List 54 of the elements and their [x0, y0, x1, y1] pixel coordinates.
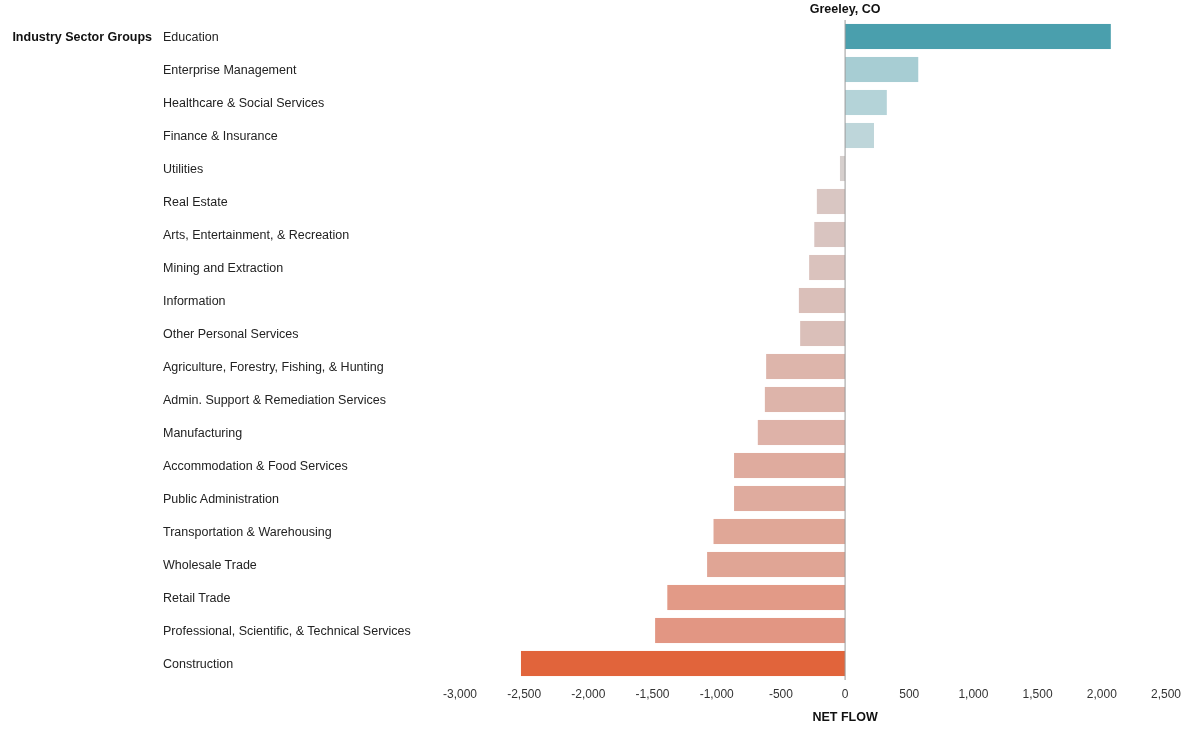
x-tick-label: -3,000 — [442, 687, 478, 701]
x-tick-label: -2,500 — [507, 687, 542, 701]
y-tick-label: Accommodation & Food Services — [163, 458, 348, 473]
bar — [816, 188, 846, 215]
y-tick-label: Manufacturing — [163, 425, 243, 440]
bar — [766, 353, 846, 380]
bar — [845, 89, 887, 116]
x-tick-label: 2,500 — [1150, 687, 1182, 701]
y-tick-label: Other Personal Services — [163, 326, 299, 341]
bar — [845, 122, 874, 149]
x-tick-label: 500 — [899, 687, 920, 701]
x-tick-label: -2,000 — [571, 687, 606, 701]
y-tick-label: Arts, Entertainment, & Recreation — [163, 227, 350, 242]
bar — [757, 419, 846, 446]
y-tick-label: Real Estate — [163, 194, 228, 209]
y-tick-label: Wholesale Trade — [163, 557, 257, 572]
y-axis-title: Industry Sector Groups — [12, 29, 153, 44]
y-tick-label: Education — [163, 29, 219, 44]
bar — [845, 56, 919, 83]
y-tick-label: Construction — [163, 656, 234, 671]
bar — [707, 551, 846, 578]
x-tick-label: -1,500 — [635, 687, 670, 701]
x-tick-label: -500 — [768, 687, 794, 701]
bar — [734, 485, 846, 512]
y-tick-label: Retail Trade — [163, 590, 231, 605]
bar — [845, 23, 1111, 50]
bar — [764, 386, 846, 413]
y-tick-label: Transportation & Warehousing — [163, 524, 332, 539]
x-tick-label: 0 — [841, 687, 849, 701]
y-tick-label: Mining and Extraction — [163, 260, 284, 275]
bar — [798, 287, 846, 314]
bar — [809, 254, 846, 281]
bar — [655, 617, 846, 644]
bar — [713, 518, 846, 545]
y-tick-label: Healthcare & Social Services — [163, 95, 325, 110]
x-tick-label: 1,500 — [1022, 687, 1053, 701]
bar — [520, 650, 846, 677]
bar — [667, 584, 846, 611]
y-tick-label: Admin. Support & Remediation Services — [163, 392, 387, 407]
chart-title: Greeley, CO — [809, 2, 881, 16]
y-tick-label: Utilities — [163, 161, 204, 176]
y-tick-label: Professional, Scientific, & Technical Services — [163, 623, 411, 638]
x-tick-label: 1,000 — [958, 687, 989, 701]
bar — [814, 221, 846, 248]
bar — [734, 452, 846, 479]
y-tick-label: Enterprise Management — [163, 62, 297, 77]
y-tick-label: Agriculture, Forestry, Fishing, & Hunting — [163, 359, 384, 374]
bar — [800, 320, 846, 347]
y-tick-label: Public Administration — [163, 491, 280, 506]
x-tick-label: 2,000 — [1086, 687, 1118, 701]
x-tick-label: -1,000 — [699, 687, 735, 701]
x-axis-title: NET FLOW — [812, 710, 878, 724]
y-tick-label: Finance & Insurance — [163, 128, 278, 143]
y-tick-label: Information — [163, 293, 226, 308]
